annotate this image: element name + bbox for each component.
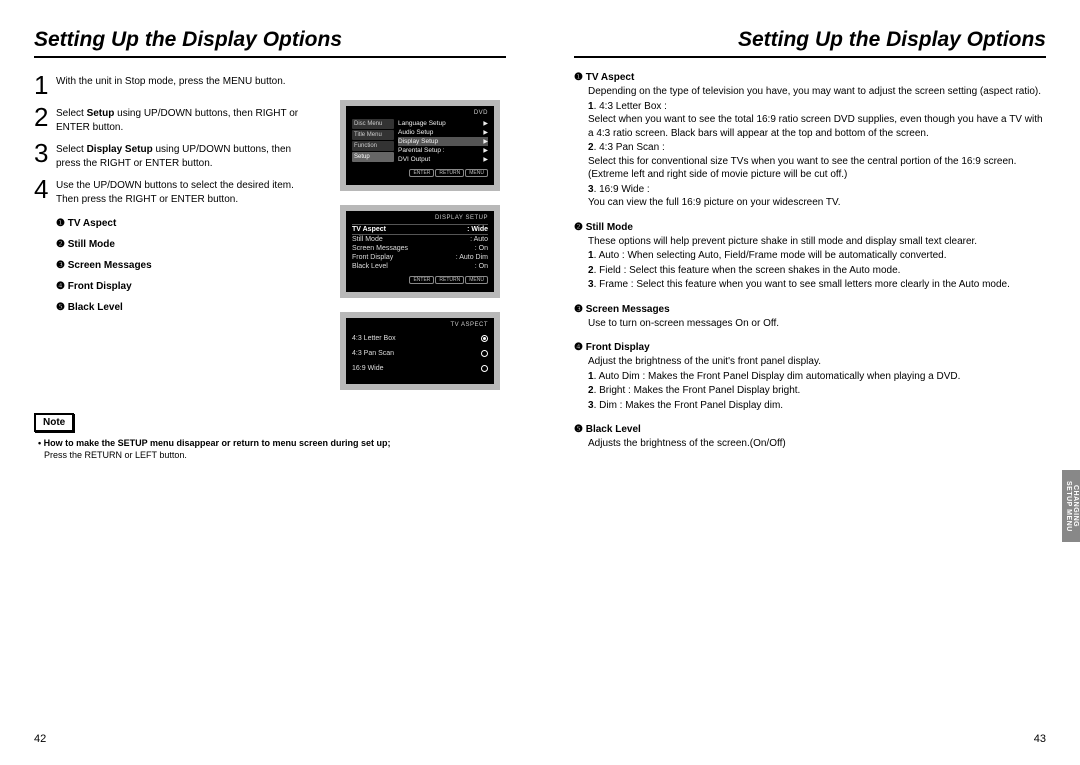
section: ❹ Front DisplayAdjust the brightness of …	[574, 342, 1046, 412]
note-text: • How to make the SETUP menu disappear o…	[38, 438, 506, 461]
page-title-left: Setting Up the Display Options	[34, 28, 506, 58]
step: 3Select Display Setup using UP/DOWN butt…	[34, 140, 314, 170]
left-page: Setting Up the Display Options 1With the…	[0, 0, 540, 765]
side-tab: CHANGING SETUP MENU	[1062, 470, 1080, 542]
screen-3: TV ASPECT4:3 Letter Box4:3 Pan Scan16:9 …	[340, 312, 500, 390]
right-sections: ❶ TV AspectDepending on the type of tele…	[574, 72, 1046, 451]
page-number-right: 43	[1034, 733, 1046, 745]
section: ❸ Screen MessagesUse to turn on-screen m…	[574, 304, 1046, 331]
step: 1With the unit in Stop mode, press the M…	[34, 72, 314, 98]
screen-1: DVDDisc MenuTitle MenuFunctionSetupLangu…	[340, 100, 500, 191]
section: ❷ Still ModeThese options will help prev…	[574, 222, 1046, 292]
page-title-right: Setting Up the Display Options	[574, 28, 1046, 58]
right-page: Setting Up the Display Options ❶ TV Aspe…	[540, 0, 1080, 765]
tv-screens: DVDDisc MenuTitle MenuFunctionSetupLangu…	[340, 100, 510, 404]
screen-2: DISPLAY SETUPTV Aspect: WideStill Mode: …	[340, 205, 500, 298]
note-label: Note	[34, 413, 74, 432]
page-number-left: 42	[34, 733, 46, 745]
section: ❺ Black LevelAdjusts the brightness of t…	[574, 424, 1046, 451]
step: 2Select Setup using UP/DOWN buttons, the…	[34, 104, 314, 134]
section: ❶ TV AspectDepending on the type of tele…	[574, 72, 1046, 210]
step: 4Use the UP/DOWN buttons to select the d…	[34, 176, 314, 206]
